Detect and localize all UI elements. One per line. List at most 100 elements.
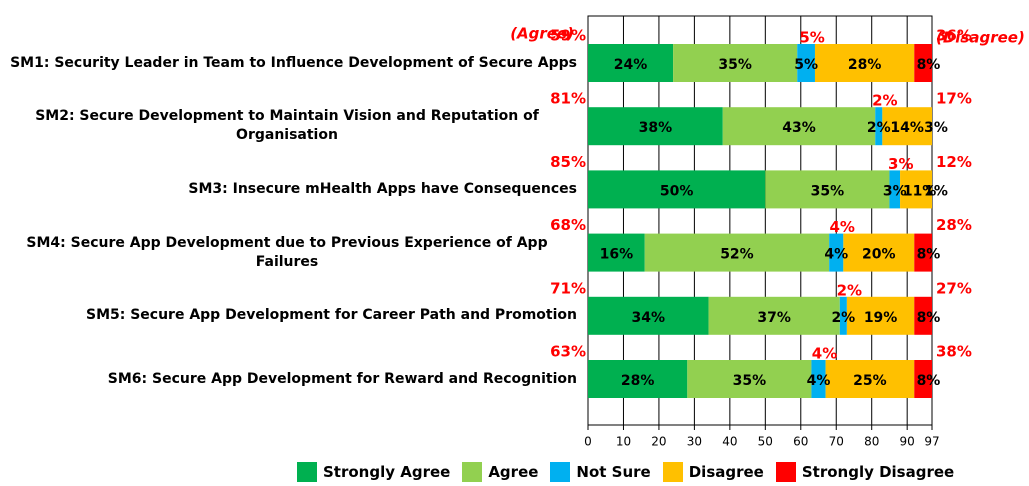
agree-total: 63% (550, 343, 586, 361)
legend-swatch (550, 462, 571, 482)
legend-item: Agree (462, 462, 538, 482)
category-label: SM3: Insecure mHealth Apps have Conseque… (0, 169, 577, 209)
data-label: 4% (807, 373, 831, 389)
data-label: 38% (639, 120, 673, 136)
agree-total: 81% (550, 90, 586, 108)
x-tick-label: 10 (616, 435, 631, 449)
x-tick-label: 40 (722, 435, 737, 449)
x-tick-label: 30 (687, 435, 702, 449)
bar-segment (846, 296, 915, 335)
data-label: 2% (867, 120, 891, 136)
bar-segment (765, 170, 890, 209)
data-label: 34% (632, 310, 666, 326)
category-label: SM1: Security Leader in Team to Influenc… (0, 43, 577, 83)
data-label: 37% (757, 310, 791, 326)
data-label: 52% (720, 247, 754, 263)
legend-item: Not Sure (550, 462, 651, 482)
legend-item: Disagree (662, 462, 764, 482)
data-label: 3% (924, 120, 948, 136)
data-label: 11% (903, 183, 937, 199)
bar-segment (588, 170, 766, 209)
bar-segment (839, 296, 847, 335)
x-tick-label: 90 (900, 435, 915, 449)
bar-segment (914, 360, 932, 398)
data-label: 8% (917, 310, 941, 326)
data-label: 14% (890, 120, 924, 136)
data-label: 8% (917, 57, 941, 73)
agree-total: 85% (550, 153, 586, 171)
data-label: 19% (864, 310, 898, 326)
category-label: SM4: Secure App Development due to Previ… (0, 233, 577, 273)
bar-segment (825, 360, 915, 398)
data-label: 24% (614, 57, 648, 73)
bar-segment (882, 107, 932, 146)
bar-segment (914, 296, 932, 335)
legend-label: Not Sure (576, 463, 651, 481)
bar-segment (814, 44, 915, 82)
data-label: 25% (853, 373, 887, 389)
bar-segment (914, 44, 932, 82)
legend-label: Disagree (688, 463, 764, 481)
bar-segment (588, 233, 645, 272)
data-label: 28% (621, 373, 655, 389)
bar-segment (644, 233, 830, 272)
disagree-total: 38% (936, 343, 972, 361)
data-label: 1% (924, 183, 948, 199)
disagree-note: (Disagree) (936, 29, 1025, 47)
bar-segment (829, 233, 844, 272)
x-tick-label: 97 (924, 435, 939, 449)
x-tick-label: 70 (829, 435, 844, 449)
bar-segment (843, 233, 915, 272)
data-label: 16% (600, 247, 634, 263)
data-label: 43% (782, 120, 816, 136)
category-text: SM2: Secure Development to Maintain Visi… (35, 108, 539, 144)
legend: Strongly Agree Agree Not Sure Disagree Stron… (297, 462, 954, 482)
data-label: 8% (917, 373, 941, 389)
not-sure-total: 4% (812, 345, 837, 363)
data-label: 8% (917, 247, 941, 263)
bar-segment (708, 296, 840, 335)
labels: 0 10 20 30 40 50 60 70 80 90 97 24% 35% 5% 28% 8% 59% 36%… (510, 25, 1025, 449)
bar-segment (588, 107, 723, 146)
disagree-total: 28% (936, 216, 972, 234)
not-sure-total: 2% (872, 92, 897, 110)
legend-label: Agree (488, 463, 539, 481)
data-label: 5% (794, 57, 818, 73)
disagree-total: 17% (936, 90, 972, 108)
bar-segment (914, 233, 932, 272)
data-label: 50% (660, 183, 694, 199)
not-sure-total: 5% (799, 29, 824, 47)
bar-segment (588, 44, 674, 82)
legend-label: Strongly Disagree (801, 463, 955, 481)
agree-total: 71% (550, 279, 586, 297)
data-label: 20% (862, 247, 896, 263)
legend-item: Strongly Agree (297, 462, 450, 482)
category-label: SM2: Secure Development to Maintain Visi… (0, 106, 577, 146)
bar-segment (900, 170, 932, 209)
x-tick-label: 60 (793, 435, 808, 449)
agree-total: 68% (550, 216, 586, 234)
category-text: SM6: Secure App Development for Reward a… (107, 370, 577, 387)
grid (587, 15, 933, 430)
disagree-total: 27% (936, 279, 972, 297)
data-label: 35% (718, 57, 752, 73)
bar-segment (687, 360, 812, 398)
category-text: SM1: Security Leader in Team to Influenc… (10, 54, 577, 71)
data-label: 4% (824, 247, 848, 263)
bar-segment (889, 170, 901, 209)
bar-segment (673, 44, 798, 82)
not-sure-total: 2% (837, 281, 862, 299)
data-label: 3% (883, 183, 907, 199)
category-text: SM3: Insecure mHealth Apps have Conseque… (188, 180, 577, 197)
category-label: SM5: Secure App Development for Career P… (0, 296, 577, 336)
not-sure-total: 4% (830, 218, 855, 236)
x-tick-label: 80 (864, 435, 879, 449)
not-sure-total: 3% (888, 155, 913, 173)
legend-swatch (462, 462, 483, 482)
bar-segment (722, 107, 876, 146)
legend-label: Strongly Agree (323, 463, 451, 481)
x-tick-label: 50 (758, 435, 773, 449)
data-label: 2% (831, 310, 855, 326)
bar-segment (588, 360, 688, 398)
